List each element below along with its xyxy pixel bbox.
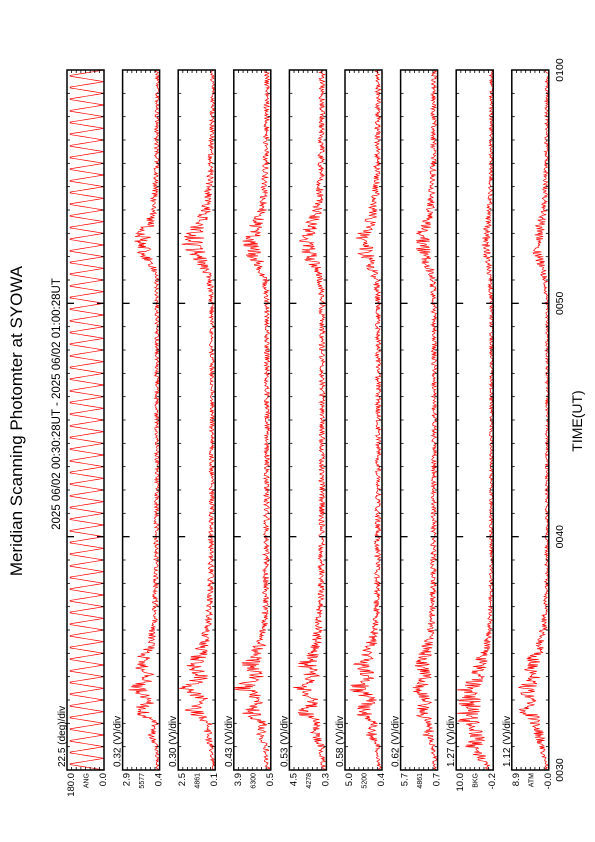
scale-label-6: 0.62 (V)/div — [391, 716, 402, 767]
panel-name-0: ANG — [84, 773, 91, 788]
series-line-4 — [293, 69, 327, 771]
y-top-label-0: 180.0 — [66, 773, 77, 797]
scale-label-5: 0.58 (V)/div — [335, 716, 346, 767]
y-bottom-label-1: 0.4 — [154, 773, 165, 786]
panel-name-8: ATM — [528, 773, 535, 787]
y-bottom-label-4: 0.3 — [320, 773, 331, 786]
panel-name-5: 5200 — [362, 773, 369, 789]
series-line-8 — [518, 69, 550, 771]
y-top-label-2: 2.5 — [177, 773, 188, 786]
y-top-label-8: 8.9 — [511, 773, 522, 786]
panel-6: 5.7 0.7 4861 0.62 (V)/div — [391, 69, 443, 789]
y-bottom-label-8: -0.0 — [543, 773, 554, 789]
x-tick-label: 0050 — [554, 291, 566, 315]
y-bottom-label-2: 0.1 — [209, 773, 220, 786]
scale-label-8: 1.12 (V)/div — [502, 716, 513, 767]
y-top-label-5: 5.0 — [344, 773, 355, 786]
time-range-label: 2025 06/02 00:30:28UT - 2025 06/02 01:00… — [51, 278, 63, 530]
scale-label-2: 0.30 (V)/div — [168, 716, 179, 767]
panels: 180.0 0.0 ANG 22.5 (deg)/div 2.9 0.4 5577 0.32 … — [57, 69, 554, 797]
x-tick-label: 0030 — [554, 758, 566, 782]
y-bottom-label-7: -0.2 — [487, 773, 498, 789]
panel-8: 8.9 -0.0 ATM 1.12 (V)/div — [502, 69, 554, 789]
series-line-5 — [349, 69, 383, 771]
panel-frame-0 — [66, 69, 105, 771]
series-line-3 — [233, 69, 271, 771]
series-line-6 — [412, 69, 438, 770]
y-bottom-label-3: 0.5 — [265, 773, 276, 786]
y-bottom-label-6: 0.7 — [432, 773, 443, 786]
panel-0: 180.0 0.0 ANG 22.5 (deg)/div — [57, 69, 109, 797]
y-bottom-label-5: 0.4 — [376, 773, 387, 786]
panel-name-6: 4861 — [417, 773, 424, 789]
series-line-1 — [128, 69, 161, 771]
series-line-2 — [178, 69, 216, 771]
scale-label-7: 1.27 (V)/div — [446, 716, 457, 767]
x-axis-label: TIME(UT) — [569, 390, 585, 451]
panel-1: 2.9 0.4 5577 0.32 (V)/div — [113, 69, 165, 789]
y-top-label-3: 3.9 — [233, 773, 244, 786]
panel-name-1: 5577 — [139, 773, 146, 789]
series-line-0 — [69, 69, 105, 771]
x-tick-label: 0040 — [554, 525, 566, 549]
y-bottom-label-0: 0.0 — [98, 773, 109, 786]
panel-5: 5.0 0.4 5200 0.58 (V)/div — [335, 69, 387, 789]
chart-title: Meridian Scanning Photomter at SYOWA — [7, 265, 26, 576]
y-top-label-7: 10.0 — [455, 773, 466, 792]
panel-name-7: BKG — [473, 773, 480, 788]
series-line-7 — [456, 69, 495, 771]
x-tick-label: 0100 — [554, 58, 566, 82]
panel-frame-6 — [399, 69, 439, 771]
scale-label-4: 0.53 (V)/div — [279, 716, 290, 767]
panel-4: 4.5 0.3 4278 0.53 (V)/div — [279, 69, 331, 789]
y-top-label-1: 2.9 — [122, 773, 133, 786]
y-top-label-6: 5.7 — [400, 773, 411, 786]
panel-name-2: 4861 — [195, 773, 202, 789]
panel-name-4: 4278 — [306, 773, 313, 789]
scale-label-3: 0.43 (V)/div — [224, 716, 235, 767]
x-tick-labels: 0030 0040 0050 0100 — [554, 58, 566, 782]
scale-label-0: 22.5 (deg)/div — [57, 706, 68, 767]
panel-name-3: 6300 — [250, 773, 257, 789]
scale-label-1: 0.32 (V)/div — [113, 716, 124, 767]
panel-7: 10.0 -0.2 BKG 1.27 (V)/div — [446, 69, 498, 792]
panel-2: 2.5 0.1 4861 0.30 (V)/div — [168, 69, 220, 789]
panel-frame-7 — [455, 69, 494, 771]
panel-3: 3.9 0.5 6300 0.43 (V)/div — [224, 69, 276, 789]
y-top-label-4: 4.5 — [288, 773, 299, 786]
panel-frame-1 — [121, 69, 161, 771]
